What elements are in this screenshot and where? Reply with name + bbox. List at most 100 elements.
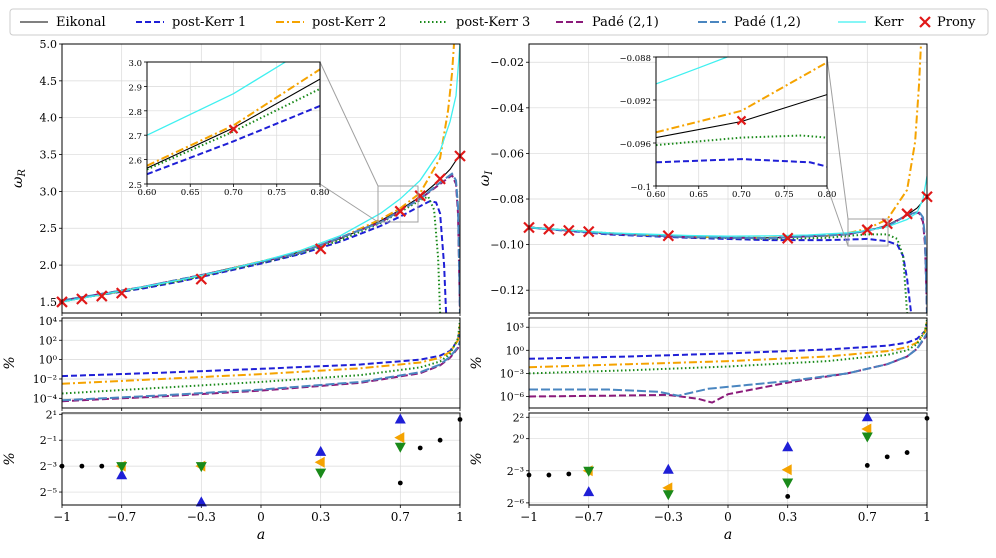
pronyI-triangle-down-marker <box>662 490 674 501</box>
y-tick-label: 2¹ <box>46 408 57 421</box>
inset-omegaI: −0.1 −0.096 −0.092 −0.088 0.60 0.65 0.70 0.75 0.… <box>620 54 889 247</box>
pronyR-triangle-left-marker <box>394 432 405 444</box>
errR-line-post-kerr-2 <box>62 324 460 385</box>
omegaR-line-kerr <box>62 44 460 303</box>
legend-item-post-kerr-2: post-Kerr 2 <box>276 15 386 30</box>
plot-frame <box>61 412 461 506</box>
x-tick-label: 0.7 <box>391 510 410 524</box>
omegaR-prony-marker <box>96 290 108 302</box>
pronyI-dot-marker <box>566 471 572 477</box>
legend-item-prony: Prony <box>919 15 976 30</box>
y-tick-label: 3.0 <box>40 185 58 198</box>
legend-label-eikonal: Eikonal <box>56 15 106 30</box>
x-tick-label: −1 <box>53 510 71 524</box>
x-axis-label: a <box>724 527 732 543</box>
inset-x-tick-label: 0.80 <box>311 188 330 198</box>
omegaI-prony-marker <box>781 232 794 245</box>
y-tick-label: −0.092 <box>620 97 651 107</box>
pronyI-triangle-down-marker <box>782 478 794 489</box>
y-tick-label: −0.08 <box>490 193 524 206</box>
plot-frame <box>61 317 461 409</box>
errR-line-post-kerr-3 <box>62 319 460 395</box>
y-tick-label: 10⁰ <box>39 354 58 367</box>
y-tick-label: 10⁻⁶ <box>500 390 525 403</box>
x-tick-label: 0 <box>724 510 732 524</box>
omegaR-prony-marker <box>195 273 208 285</box>
zoom-connector <box>826 185 849 247</box>
pronyR-dot-marker <box>99 463 105 469</box>
pronyR-dot-marker <box>79 463 85 469</box>
y-tick-label: 2⁰ <box>513 433 525 446</box>
omegaI-inset-line-kerr <box>656 57 730 85</box>
errI-line-pad-2-1 <box>529 334 927 404</box>
inset-frame <box>655 56 828 187</box>
inset-x-tick-label: 0.60 <box>138 188 157 198</box>
omegaR-inset-prony-marker <box>228 124 239 134</box>
y-tick-label: 2.0 <box>40 259 58 272</box>
pronyR-triangle-left-marker <box>314 456 325 468</box>
legend-label-prony: Prony <box>937 15 976 30</box>
omegaI-prony-marker <box>901 208 913 220</box>
plot-frame <box>528 43 928 314</box>
omegaR-prony-marker <box>115 287 128 299</box>
legend-item-kerr: Kerr <box>838 15 904 30</box>
x-tick-label: 1 <box>923 510 931 524</box>
y-axis-label: % <box>469 356 485 369</box>
zoom-connector <box>319 61 379 187</box>
pronyI-triangle-down-marker <box>861 432 873 443</box>
pronyR-triangle-down-marker <box>195 462 207 473</box>
chart-omegaR: 1.52.02.53.03.54.04.55.0ωR2.52.62.72.82.… <box>10 38 466 316</box>
zoom-region-box <box>847 218 889 247</box>
pronyI-triangle-up-marker <box>662 463 674 474</box>
pronyR-triangle-up-marker <box>116 469 128 480</box>
y-tick-label: 2.7 <box>128 132 142 142</box>
y-tick-label: 2² <box>513 411 524 424</box>
y-tick-label: 4.0 <box>40 112 58 125</box>
chart-errR: 10⁻⁴ 10⁻² 10⁰ 10² 10⁴% <box>2 315 461 411</box>
chart-omegaI: −0.12 −0.10 −0.08 −0.06 −0.04 −0.02 ωI −0.1 −0.0… <box>477 43 933 316</box>
pronyR-dot-marker <box>437 437 443 443</box>
x-tick-label: 0.3 <box>778 510 797 524</box>
omegaI-inset-line-post-kerr-1 <box>656 158 827 168</box>
pronyI-dot-marker <box>864 463 870 468</box>
pronyI-dot-marker <box>785 494 791 499</box>
omegaR-inset-line-post-kerr-2 <box>147 68 320 167</box>
omegaI-line-pad-1-2 <box>529 210 927 313</box>
y-tick-label: 10⁻⁴ <box>33 392 58 405</box>
legend-marker-prony <box>919 16 931 28</box>
omegaI-prony-marker <box>582 225 595 238</box>
y-axis-label-subscript: R <box>17 169 28 178</box>
omegaR-inset-line-kerr <box>147 62 286 136</box>
x-tick-label: −1 <box>520 510 538 524</box>
x-tick-label: −0.3 <box>187 510 216 524</box>
zoom-connector <box>319 183 379 223</box>
pronyR-triangle-up-marker <box>315 445 327 456</box>
omegaR-line-post-kerr-2 <box>62 44 455 302</box>
y-tick-label: 2.8 <box>128 108 142 118</box>
legend-label-pad-1-2: Padé (1,2) <box>734 15 801 30</box>
y-tick-label: 2⁻³ <box>40 460 57 473</box>
pronyI-triangle-up-marker <box>782 441 794 452</box>
y-tick-label: −0.02 <box>490 56 524 69</box>
y-tick-label: 3.5 <box>40 149 58 162</box>
inset-x-tick-label: 0.80 <box>818 190 837 200</box>
inset-x-tick-label: 0.60 <box>647 190 666 200</box>
y-tick-label: 2.5 <box>40 222 58 235</box>
errI-line-post-kerr-1 <box>529 323 927 360</box>
x-tick-label: 0.3 <box>311 510 330 524</box>
y-tick-label: −0.088 <box>620 54 651 64</box>
omegaR-prony-marker <box>76 293 88 305</box>
omegaR-prony-marker <box>394 205 407 218</box>
y-tick-label: 10⁴ <box>39 315 58 328</box>
y-tick-label: −0.1 <box>630 183 651 193</box>
y-tick-label: 10⁰ <box>506 344 525 357</box>
omegaI-inset-prony-marker <box>736 115 747 126</box>
inset-x-tick-label: 0.65 <box>181 188 200 198</box>
errR-line-pad-1-2 <box>62 340 460 402</box>
omegaI-prony-marker <box>662 229 675 242</box>
y-tick-label: 3.0 <box>128 59 142 69</box>
omegaR-prony-marker <box>314 243 327 255</box>
zoom-region-box <box>377 185 419 223</box>
y-tick-label: 5.0 <box>40 38 58 51</box>
legend-frame <box>9 8 989 36</box>
